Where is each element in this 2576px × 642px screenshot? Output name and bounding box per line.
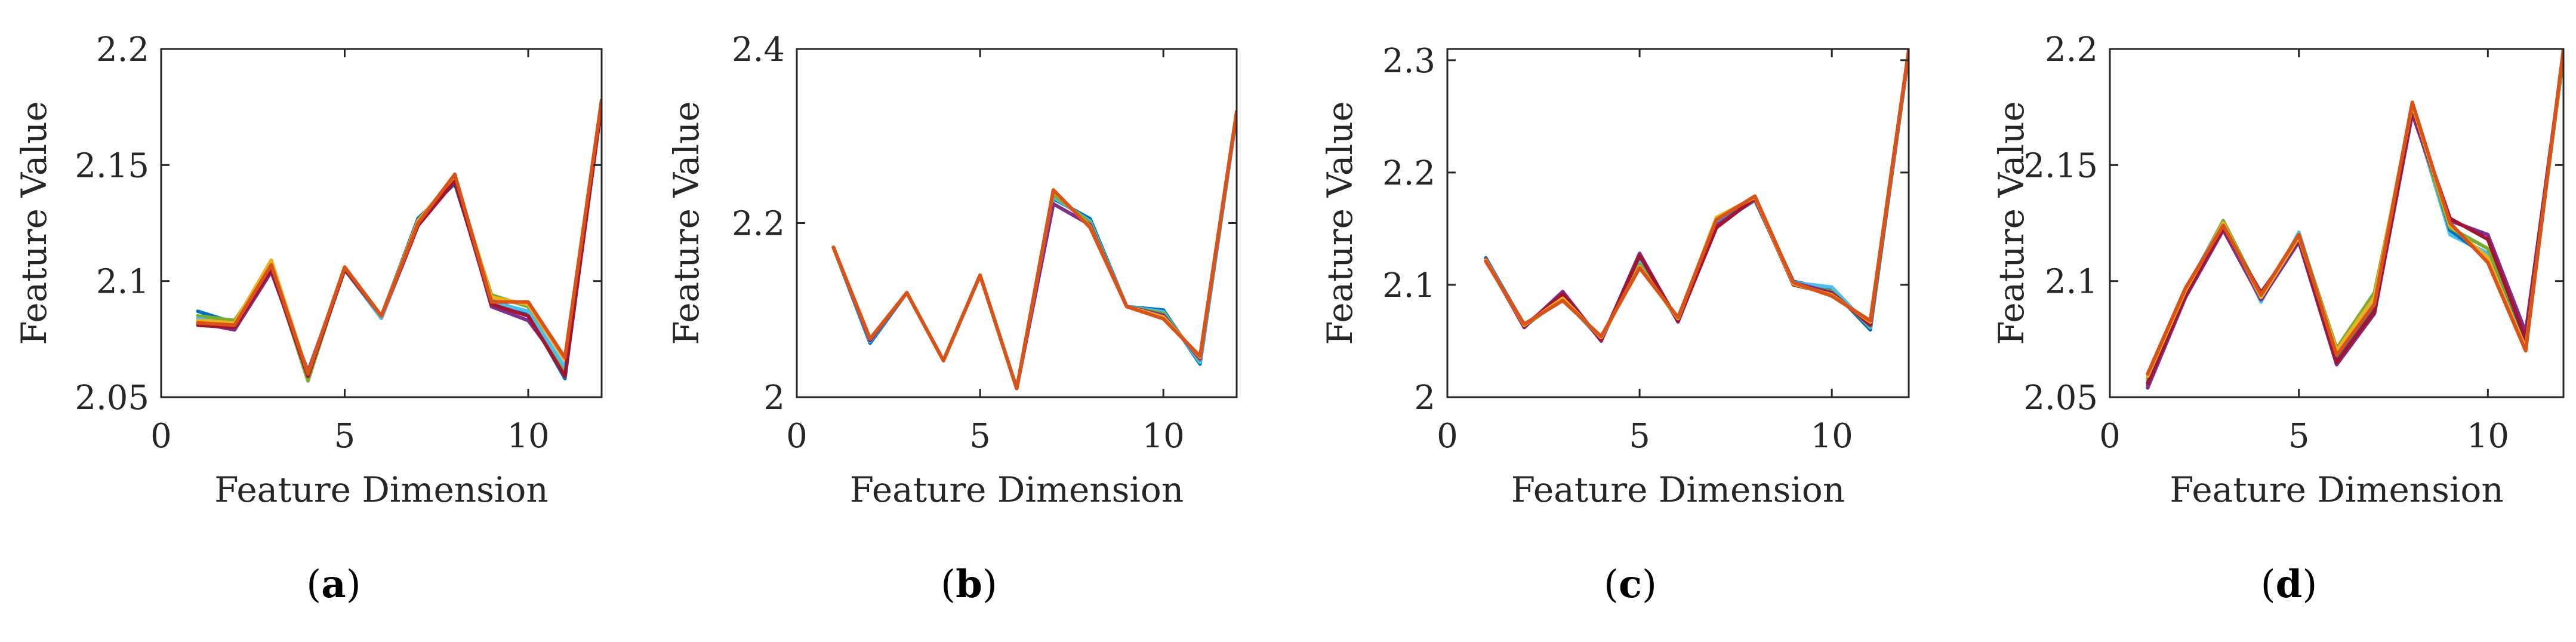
chart-d-caption-letter: d [2276, 562, 2303, 607]
chart-c-series-line-s3 [1484, 50, 1909, 341]
chart-c-axes-box [1446, 48, 1910, 398]
chart-d-axes-box [2109, 48, 2565, 398]
chart-a-series-group [196, 98, 602, 383]
chart-b-series-line-s6 [831, 109, 1237, 391]
chart-c-series-line-s1 [1484, 51, 1909, 341]
chart-c-caption: (c) [1604, 562, 1657, 607]
chart-a-series-line-s6 [196, 103, 602, 378]
chart-c-caption-close: ) [1642, 563, 1657, 607]
chart-a-ylabel: Feature Value [14, 101, 54, 345]
chart-a-ytick-label-0: 2.05 [75, 379, 149, 417]
chart-d-series-group [2146, 49, 2563, 390]
chart-c-panel: 0 5 10 2 2.1 2.2 2.3 Feature Dimension Feature V… [1320, 42, 1910, 607]
chart-c-xtick-label-2: 10 [1811, 417, 1853, 456]
chart-a-caption-letter: a [321, 562, 346, 607]
chart-d-ytick-label-1: 2.1 [2045, 263, 2098, 302]
chart-c-series-line-s6 [1484, 49, 1909, 340]
chart-c-ytick-label-0: 2 [1414, 379, 1435, 417]
chart-b-ytick-label-2: 2.4 [732, 30, 785, 69]
chart-b-series-line-s1 [831, 112, 1237, 391]
chart-c-ytick-label-3: 2.3 [1382, 42, 1435, 81]
chart-c-ylabel: Feature Value [1320, 101, 1360, 345]
chart-d-xlabel: Feature Dimension [2170, 469, 2503, 510]
chart-b-series-line-s4 [831, 110, 1237, 391]
chart-c-caption-open: ( [1604, 563, 1619, 607]
chart-b-series-line-s2 [831, 111, 1237, 391]
chart-a-caption: (a) [306, 562, 360, 607]
chart-a-series-line-s7 [196, 98, 602, 376]
chart-c-xtick-label-1: 5 [1629, 417, 1650, 456]
chart-b-caption-open: ( [941, 563, 956, 607]
chart-a-ytick-label-2: 2.15 [75, 146, 149, 185]
chart-b-ytick-label-1: 2.2 [732, 205, 785, 244]
chart-a-axes-box [160, 48, 603, 398]
chart-b-caption-close: ) [982, 563, 997, 607]
chart-c-ytick-label-2: 2.2 [1382, 154, 1435, 193]
chart-d-ytick-label-2: 2.15 [2023, 146, 2098, 185]
chart-d-series-line-s7 [2146, 49, 2563, 376]
chart-a-ytick-label-3: 2.2 [96, 30, 149, 69]
chart-d-caption-close: ) [2302, 563, 2317, 607]
chart-d-panel: 0 5 10 2.05 2.1 2.15 2.2 Feature Dimension Featu… [1991, 30, 2565, 607]
chart-b-xtick-label-2: 10 [1142, 417, 1185, 456]
chart-b-caption-letter: b [956, 562, 982, 607]
chart-b-panel: 0 5 10 2 2.2 2.4 Feature Dimension Feature Valu… [666, 30, 1238, 607]
chart-b-axes-box [796, 48, 1238, 398]
chart-a-xtick-label-1: 5 [334, 417, 356, 456]
chart-c-xlabel: Feature Dimension [1511, 469, 1845, 510]
chart-c-series-line-s7 [1484, 49, 1909, 339]
chart-a-xtick-label-0: 0 [150, 417, 172, 456]
chart-a-caption-close: ) [346, 563, 361, 607]
chart-a-panel: 0 5 10 2.05 2.1 2.15 2.2 Feature Dimension Featu… [14, 30, 603, 607]
chart-c-series-line-s4 [1484, 50, 1909, 343]
chart-a-xtick-label-2: 10 [507, 417, 549, 456]
chart-b-series-line-s3 [831, 110, 1237, 391]
chart-b-series-line-s5 [831, 109, 1237, 391]
chart-c-series-group [1484, 49, 1909, 343]
chart-d-xtick-label-0: 0 [2099, 417, 2121, 456]
chart-b-xlabel: Feature Dimension [850, 469, 1184, 510]
chart-c-series-line-s2 [1484, 51, 1909, 342]
chart-d-ylabel: Feature Value [1991, 101, 2032, 345]
chart-c-caption-letter: c [1619, 562, 1642, 607]
chart-b-xtick-label-1: 5 [969, 417, 991, 456]
chart-b-caption: (b) [941, 562, 997, 607]
chart-d-caption: (d) [2261, 562, 2318, 607]
chart-a-caption-open: ( [306, 563, 321, 607]
chart-b-series-group [831, 109, 1237, 391]
chart-a-xlabel: Feature Dimension [214, 469, 548, 510]
chart-c-series-line-s5 [1484, 49, 1909, 342]
chart-b-xtick-label-0: 0 [786, 417, 808, 456]
chart-d-caption-open: ( [2261, 563, 2276, 607]
chart-d-xtick-label-1: 5 [2288, 417, 2310, 456]
chart-d-xtick-label-2: 10 [2467, 417, 2509, 456]
chart-a-ytick-label-1: 2.1 [96, 263, 149, 302]
chart-c-ytick-label-1: 2.1 [1382, 266, 1435, 305]
chart-d-ytick-label-0: 2.05 [2023, 379, 2098, 417]
chart-c-xtick-label-0: 0 [1437, 417, 1458, 456]
chart-d-ytick-label-3: 2.2 [2045, 30, 2098, 69]
chart-b-ylabel: Feature Value [666, 101, 707, 345]
chart-b-ytick-label-0: 2 [763, 379, 785, 417]
